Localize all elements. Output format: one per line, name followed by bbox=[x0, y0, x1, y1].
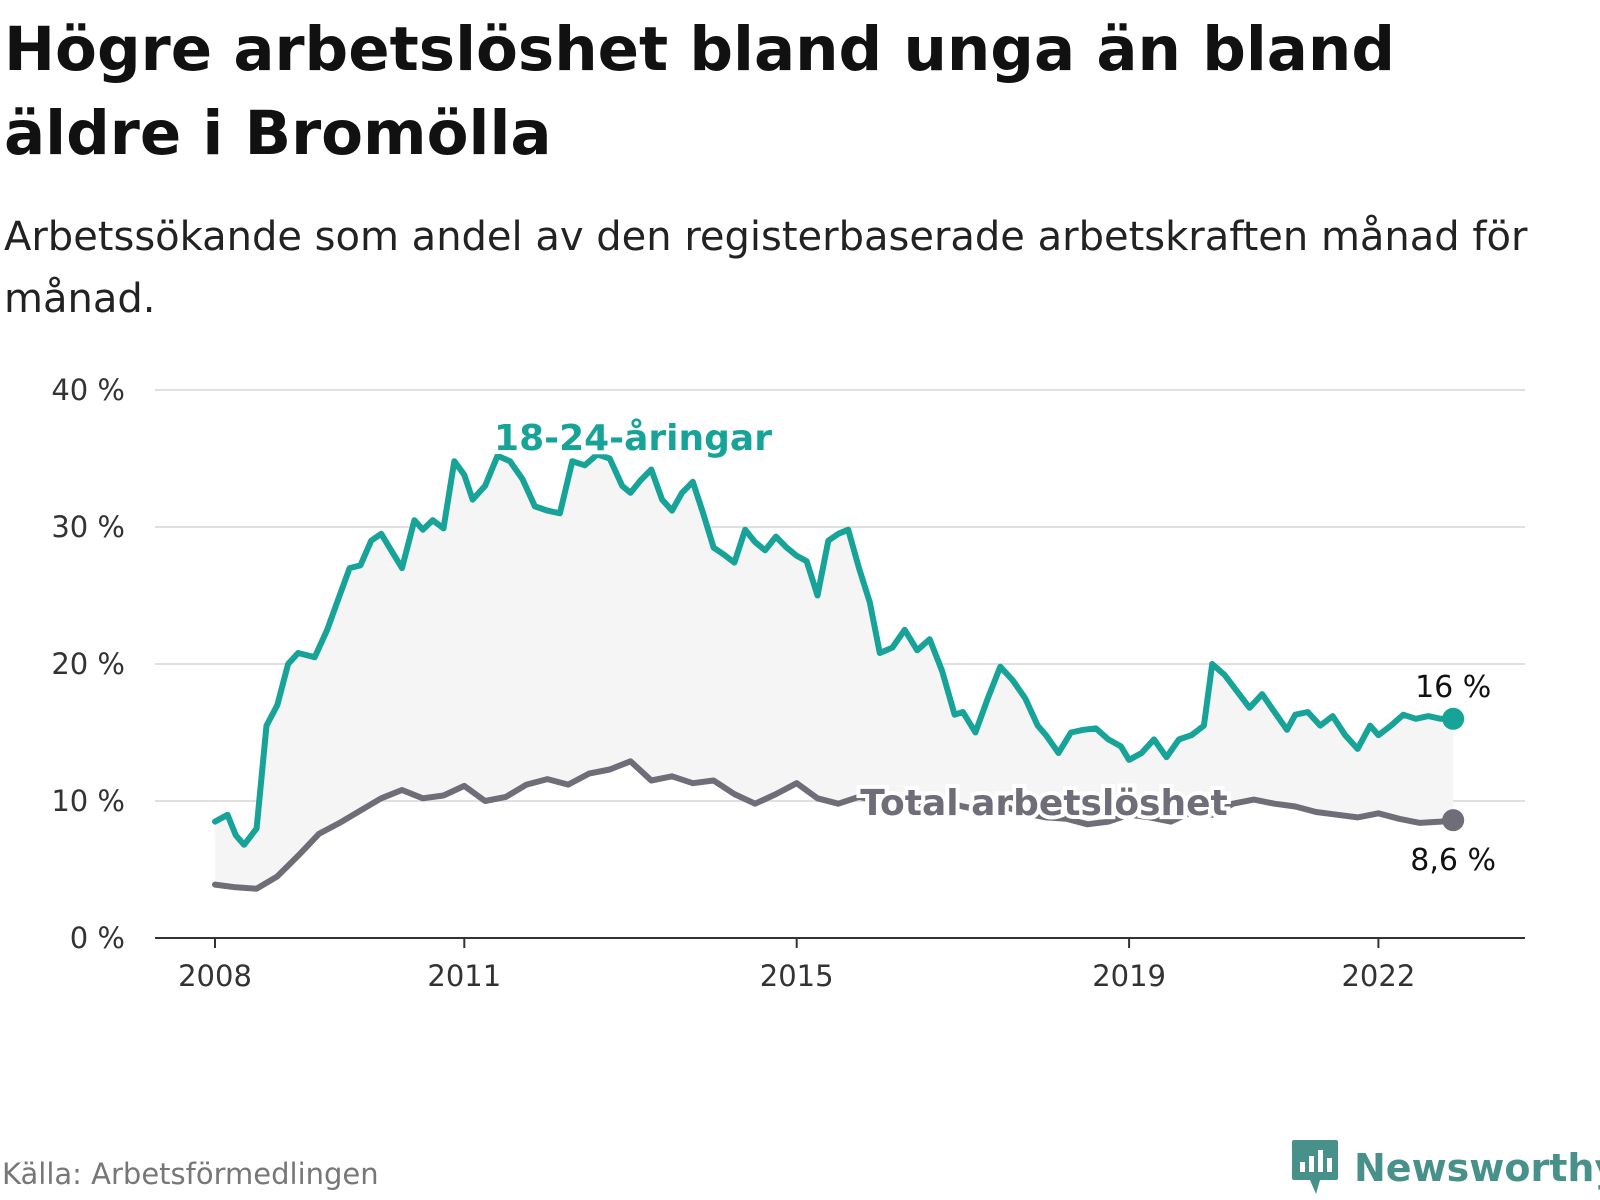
brand-logo[interactable]: Newsworthy bbox=[1290, 1138, 1600, 1198]
y-tick-label: 40 % bbox=[51, 373, 125, 407]
series-line-youth-end-point bbox=[1442, 707, 1465, 730]
series-label-youth: 18-24-åringar bbox=[494, 418, 772, 459]
y-tick-label: 0 % bbox=[70, 921, 125, 955]
brand-name: Newsworthy bbox=[1354, 1146, 1600, 1190]
end-label-total: 8,6 % bbox=[1410, 843, 1496, 878]
x-axis: 2008 2011 2015 2019 2022 bbox=[155, 937, 1525, 993]
y-axis: 0 % 10 % 20 % 30 % 40 % bbox=[51, 373, 125, 955]
x-tick-label: 2019 bbox=[1092, 959, 1166, 993]
y-tick-label: 10 % bbox=[51, 784, 125, 818]
x-tick-label: 2011 bbox=[427, 959, 501, 993]
series-lines bbox=[212, 451, 1465, 892]
source-note: Källa: Arbetsförmedlingen bbox=[2, 1157, 379, 1191]
series-line-total-end-point bbox=[1442, 809, 1465, 832]
chart-subtitle: Arbetssökande som andel av den registerb… bbox=[4, 214, 1528, 322]
y-tick-label: 20 % bbox=[51, 647, 125, 681]
series-labels: 18-24-åringar Total arbetslöshet 16 % 8,6 % bbox=[490, 414, 1496, 878]
range-band bbox=[215, 454, 1454, 889]
newsworthy-logo-icon bbox=[1292, 1140, 1338, 1194]
series-line-total bbox=[212, 758, 1457, 892]
line-chart: 2008 2011 2015 2019 2022 0 % 10 % 20 % 30 % 40 %… bbox=[51, 373, 1525, 993]
chart-title: Högre arbetslöshet bland unga än bland ä… bbox=[4, 14, 1396, 169]
series-line-youth bbox=[212, 451, 1457, 848]
end-label-youth: 16 % bbox=[1415, 670, 1491, 705]
x-tick-label: 2022 bbox=[1341, 959, 1415, 993]
x-tick-label: 2015 bbox=[760, 959, 834, 993]
x-tick-label: 2008 bbox=[178, 959, 252, 993]
y-tick-label: 30 % bbox=[51, 510, 125, 544]
series-label-total: Total arbetslöshet bbox=[860, 783, 1228, 824]
